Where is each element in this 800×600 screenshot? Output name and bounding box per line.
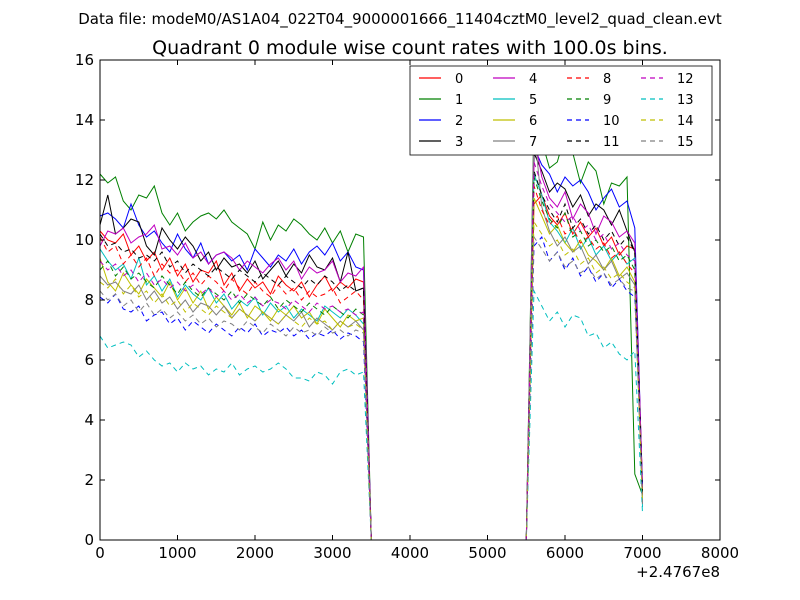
legend-box: [409, 65, 713, 156]
legend-label: 3: [455, 135, 463, 150]
legend-label: 1: [455, 93, 463, 108]
y-tick-label: 8: [84, 291, 94, 309]
legend-label: 7: [529, 135, 537, 150]
legend-label: 0: [455, 72, 463, 87]
legend-label: 6: [529, 114, 537, 129]
legend-label: 14: [677, 114, 694, 129]
x-tick-label: 6000: [546, 544, 584, 562]
x-offset-label: +2.4767e8: [636, 563, 720, 581]
figure-suptitle: Data file: modeM0/AS1A04_022T04_90000016…: [78, 10, 722, 29]
y-tick-label: 4: [84, 411, 94, 429]
x-tick-label: 4000: [391, 544, 429, 562]
x-tick-label: 0: [95, 544, 105, 562]
x-tick-label: 2000: [236, 544, 274, 562]
y-tick-label: 10: [75, 231, 94, 249]
legend-label: 12: [677, 72, 694, 87]
x-axis: 0 1000 2000 3000 4000 5000 6000 7000 8000: [95, 60, 739, 562]
legend-label: 11: [603, 135, 620, 150]
legend-label: 8: [603, 72, 611, 87]
x-tick-label: 8000: [701, 544, 739, 562]
chart-title: Quadrant 0 module wise count rates with …: [152, 37, 668, 59]
series-line-12: [99, 161, 643, 541]
x-tick-label: 7000: [623, 544, 661, 562]
legend-label: 4: [529, 72, 537, 87]
legend-label: 15: [677, 135, 694, 150]
legend-label: 9: [603, 93, 611, 108]
x-tick-label: 3000: [313, 544, 351, 562]
y-tick-label: 14: [75, 111, 94, 129]
x-tick-label: 5000: [468, 544, 506, 562]
y-tick-label: 6: [84, 351, 94, 369]
y-tick-label: 16: [75, 51, 94, 69]
x-tick-label: 1000: [158, 544, 196, 562]
y-tick-label: 2: [84, 471, 94, 489]
legend-label: 13: [677, 93, 694, 108]
y-tick-label: 12: [75, 171, 94, 189]
legend-label: 10: [603, 114, 620, 129]
legend-label: 2: [455, 114, 463, 129]
series-line-11: [99, 170, 643, 541]
legend-label: 5: [529, 93, 537, 108]
y-tick-label: 0: [84, 531, 94, 549]
